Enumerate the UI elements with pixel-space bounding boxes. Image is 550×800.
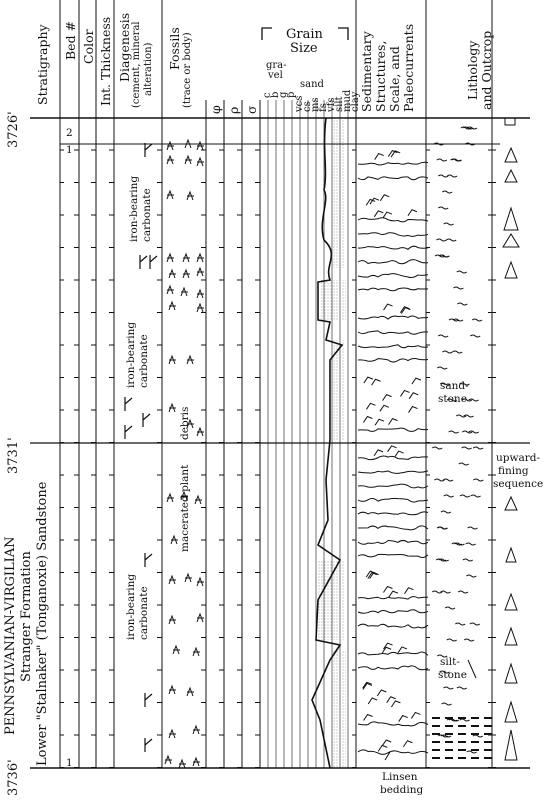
header-lithology: Lithology xyxy=(465,40,480,101)
bed-number-1-top: 1 xyxy=(66,144,73,156)
bed-number-1-bottom: 1 xyxy=(66,757,73,769)
header-grain-size-1: Grain xyxy=(286,27,323,42)
diagenesis-label-3: iron-bearing carbonate xyxy=(125,573,150,640)
header-sigma: σ xyxy=(244,105,259,114)
header-bed: Bed # xyxy=(63,20,78,60)
header-outcrop: and Outcrop xyxy=(479,30,494,110)
header-diagenesis-sub2: alteration) xyxy=(143,42,154,96)
header-rho: ρ xyxy=(226,106,241,114)
header-sed-4: Paleocurrents xyxy=(401,23,416,112)
depth-top: 3726' xyxy=(6,111,21,148)
litho-label-silt-2: stone xyxy=(438,669,467,681)
header-fossils-sub: (trace or body) xyxy=(182,32,193,108)
header-sed-1: Sedimentary xyxy=(359,31,374,112)
bed-number-2: 2 xyxy=(66,127,73,139)
strat-formation: Stranger Formation xyxy=(19,551,34,682)
annotation-upward-3: sequence xyxy=(493,478,544,490)
header-int-thickness: Int. Thickness xyxy=(98,16,113,106)
depth-middle: 3731' xyxy=(6,437,21,474)
header-gravel: gra- xyxy=(266,60,287,71)
header-sed-2: Structures, xyxy=(373,40,388,112)
litho-label-sand-1: sand- xyxy=(440,380,469,392)
strat-member: Lower "Stalnaker" (Tonganoxie) Sandstone xyxy=(35,481,50,766)
annotation-upward-1: upward- xyxy=(496,452,541,464)
annotation-upward-2: fining xyxy=(498,465,529,477)
fossil-label-macerated: macerated plant xyxy=(179,464,191,552)
diagenesis-label-1: iron-bearing carbonate xyxy=(128,175,153,242)
strat-period: PENNSYLVANIAN-VIRGILIAN xyxy=(3,536,18,735)
header-fossils: Fossils xyxy=(167,27,182,70)
annotation-linsen-1: Linsen xyxy=(382,771,418,783)
header-color: Color xyxy=(81,29,96,64)
header-phi: φ xyxy=(208,105,223,114)
header-sand: sand xyxy=(300,79,324,90)
diagenesis-label-2: iron-bearing carbonate xyxy=(125,321,150,388)
litho-label-silt-1: silt- xyxy=(440,656,460,668)
header-diagenesis-sub1: (cement, mineral xyxy=(131,21,142,108)
header-gravel-2: vel xyxy=(268,70,283,81)
header-stratigraphy: Stratigraphy xyxy=(35,24,50,105)
depth-bottom: 3736' xyxy=(6,759,21,796)
header-diagenesis: Diagenesis xyxy=(117,12,132,82)
header-grain-size-2: Size xyxy=(290,41,318,56)
fossil-label-debris: debris xyxy=(179,406,191,440)
litho-label-sand-2: stone xyxy=(438,393,467,405)
header-sed-3: Scale, and xyxy=(387,46,402,112)
annotation-linsen-2: bedding xyxy=(380,784,424,796)
